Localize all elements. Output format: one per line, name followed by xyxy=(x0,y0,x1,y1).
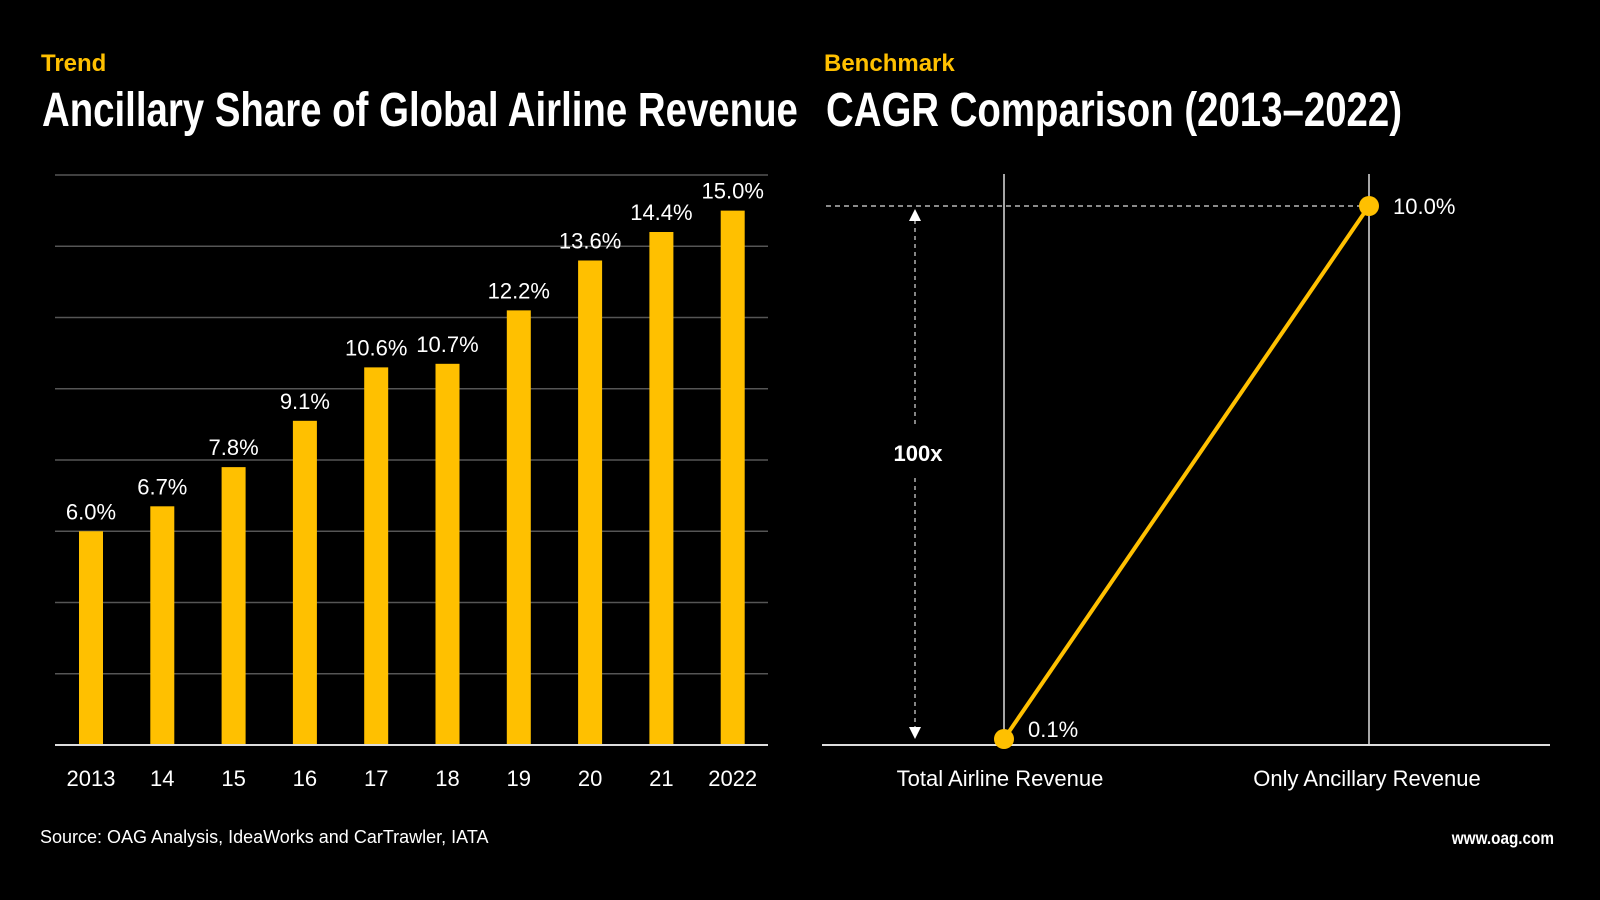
website-link[interactable]: www.oag.com xyxy=(1451,828,1554,848)
arrow-up-icon xyxy=(909,209,921,221)
data-point xyxy=(994,729,1014,749)
x-tick-label: 18 xyxy=(435,766,459,791)
series-line xyxy=(1002,204,1371,741)
bar-16 xyxy=(292,420,317,745)
right-title: CAGR Comparison (2013–2022) xyxy=(826,84,1402,137)
x-tick-label: 2013 xyxy=(67,766,116,791)
data-label: 12.2% xyxy=(488,278,550,303)
x-tick-label: 19 xyxy=(507,766,531,791)
bar-19 xyxy=(506,310,531,745)
data-label: 0.1% xyxy=(1028,717,1078,742)
cagr-chart: 100x 0.1% Total Airline Revenue 10.0% Only A… xyxy=(822,174,1550,791)
x-tick-label: 21 xyxy=(649,766,673,791)
x-tick-label: Total Airline Revenue xyxy=(897,766,1104,791)
data-label: 6.0% xyxy=(66,499,116,524)
bar-2013 xyxy=(79,531,103,745)
bar-15 xyxy=(221,467,246,745)
data-label: 6.7% xyxy=(137,474,187,499)
bar-chart: 6.0% 2013 6.7% 14 7.8% 15 9.1% 16 10.6% 17 10.7% 18… xyxy=(55,174,768,791)
data-label: 7.8% xyxy=(209,435,259,460)
data-label: 10.7% xyxy=(416,332,478,357)
bar-2022 xyxy=(720,210,745,745)
source-note: Source: OAG Analysis, IdeaWorks and CarT… xyxy=(40,827,489,847)
bar-20 xyxy=(578,260,603,745)
data-label: 9.1% xyxy=(280,389,330,414)
data-label: 10.0% xyxy=(1393,194,1455,219)
x-tick-label: 17 xyxy=(364,766,388,791)
data-point xyxy=(1359,196,1379,216)
bar-21 xyxy=(649,232,674,745)
data-label: 14.4% xyxy=(630,200,692,225)
bar-18 xyxy=(435,363,460,745)
bar-14 xyxy=(150,506,175,745)
data-label: 15.0% xyxy=(702,179,764,204)
left-kicker: Trend xyxy=(41,50,106,77)
ratio-annotation: 100x xyxy=(894,441,944,466)
x-tick-label: 16 xyxy=(293,766,317,791)
data-label: 13.6% xyxy=(559,229,621,254)
right-kicker: Benchmark xyxy=(824,50,955,77)
x-tick-label: 2022 xyxy=(708,766,757,791)
x-tick-label: 14 xyxy=(150,766,174,791)
x-tick-label: Only Ancillary Revenue xyxy=(1253,766,1480,791)
x-tick-label: 15 xyxy=(221,766,245,791)
x-tick-label: 20 xyxy=(578,766,602,791)
left-title: Ancillary Share of Global Airline Revenu… xyxy=(42,84,798,137)
arrow-down-icon xyxy=(909,727,921,739)
bar-17 xyxy=(364,367,389,745)
data-label: 10.6% xyxy=(345,335,407,360)
